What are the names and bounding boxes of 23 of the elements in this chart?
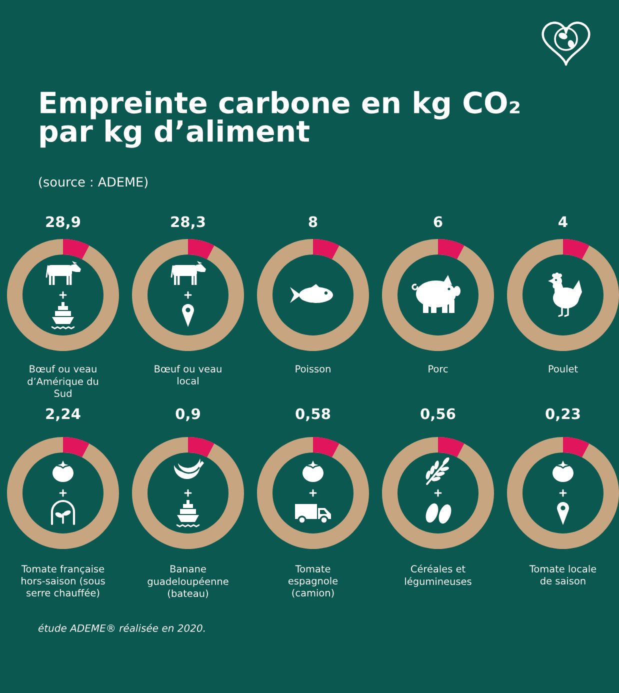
data-label: 4 bbox=[558, 216, 568, 228]
category-label: Tomate locale de saison bbox=[529, 565, 596, 585]
data-label: 28,3 bbox=[171, 216, 205, 230]
text: (source : ADEME) bbox=[39, 176, 148, 188]
data-label: 0,56 bbox=[420, 408, 456, 422]
category-label: Poulet bbox=[548, 365, 578, 373]
category-label: Tomate espagnole (camion) bbox=[288, 565, 338, 598]
category-label: Tomate française hors-saison (sous serre chauffée) bbox=[21, 565, 105, 598]
data-label: 0,23 bbox=[546, 408, 580, 422]
data-label: 0,9 bbox=[176, 408, 200, 422]
data-label: 8 bbox=[308, 216, 318, 228]
text: Empreinte carbone en kg CO₂ par kg d’aliment bbox=[40, 91, 520, 148]
category-label: Poisson bbox=[296, 365, 330, 373]
category-label: Porc bbox=[428, 365, 448, 373]
data-label: 0,58 bbox=[296, 408, 330, 422]
data-label: 2,24 bbox=[46, 408, 80, 422]
category-label: Bœuf ou veau local bbox=[154, 365, 222, 385]
data-label: 28,9 bbox=[46, 216, 80, 230]
category-label: Céréales et légumineuses bbox=[405, 564, 472, 587]
data-label: 6 bbox=[434, 216, 442, 228]
category-label: Banane guadeloupéenne (bateau) bbox=[148, 565, 228, 598]
text: étude ADEME® réalisée en 2020. bbox=[38, 624, 205, 632]
category-label: Bœuf ou veau d’Amérique du Sud bbox=[28, 365, 98, 398]
